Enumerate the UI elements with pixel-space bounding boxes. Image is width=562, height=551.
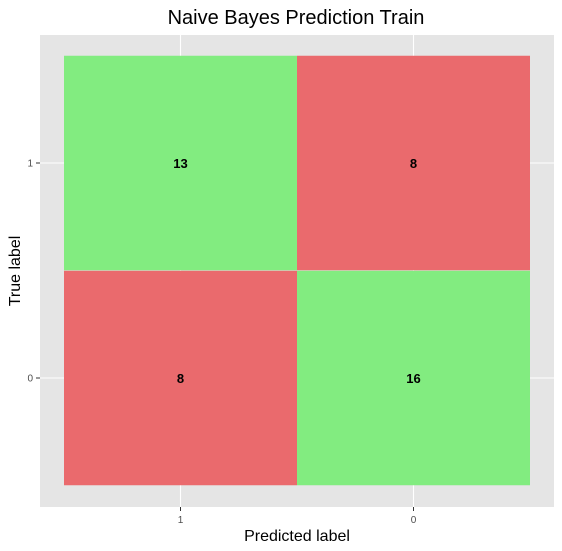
cell-value-label: 13 <box>173 156 187 171</box>
cell-value-label: 8 <box>410 156 417 171</box>
heatmap-cell <box>297 270 530 486</box>
y-tick-label: 1 <box>27 159 33 170</box>
x-axis-title: Predicted label <box>244 528 350 545</box>
heatmap-cell <box>297 55 530 271</box>
y-tick-label: 0 <box>27 374 33 385</box>
heatmap-cells: 13 8 8 16 <box>64 55 530 486</box>
y-axis-title: True label <box>7 236 24 307</box>
cell-value-label: 16 <box>406 371 420 386</box>
x-tick-label: 0 <box>411 515 417 526</box>
x-tick-label: 1 <box>178 515 184 526</box>
heatmap-cell <box>64 55 297 271</box>
chart-title: Naive Bayes Prediction Train <box>168 7 425 29</box>
heatmap-cell <box>64 270 297 486</box>
cell-value-label: 8 <box>177 371 184 386</box>
y-axis-ticks: 10 <box>27 159 40 385</box>
